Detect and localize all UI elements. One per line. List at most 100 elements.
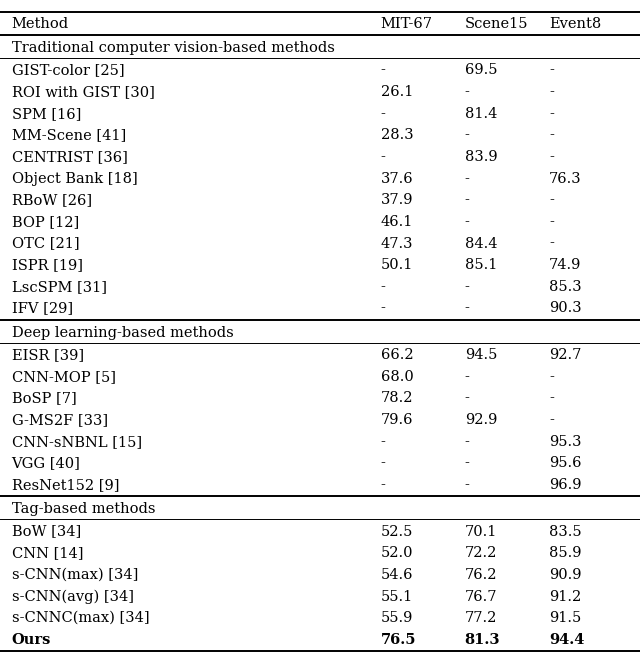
- Text: ISPR [19]: ISPR [19]: [12, 258, 83, 272]
- Text: 84.4: 84.4: [465, 236, 497, 250]
- Text: 83.9: 83.9: [465, 150, 497, 164]
- Text: RBoW [26]: RBoW [26]: [12, 193, 92, 207]
- Text: 91.2: 91.2: [549, 590, 581, 604]
- Text: EISR [39]: EISR [39]: [12, 348, 84, 362]
- Text: -: -: [549, 193, 554, 207]
- Text: 90.3: 90.3: [549, 301, 582, 316]
- Text: Object Bank [18]: Object Bank [18]: [12, 171, 137, 185]
- Text: 95.3: 95.3: [549, 435, 582, 449]
- Text: -: -: [465, 85, 470, 99]
- Text: -: -: [381, 280, 386, 294]
- Text: 81.4: 81.4: [465, 107, 497, 120]
- Text: 76.7: 76.7: [465, 590, 497, 604]
- Text: 85.1: 85.1: [465, 258, 497, 272]
- Text: CNN-MOP [5]: CNN-MOP [5]: [12, 370, 115, 384]
- Text: 68.0: 68.0: [381, 370, 413, 384]
- Text: -: -: [549, 413, 554, 427]
- Text: G-MS2F [33]: G-MS2F [33]: [12, 413, 108, 427]
- Text: Tag-based methods: Tag-based methods: [12, 502, 155, 516]
- Text: 83.5: 83.5: [549, 524, 582, 539]
- Text: -: -: [549, 107, 554, 120]
- Text: 76.3: 76.3: [549, 171, 582, 185]
- Text: 76.5: 76.5: [381, 633, 416, 647]
- Text: 66.2: 66.2: [381, 348, 413, 362]
- Text: -: -: [549, 236, 554, 250]
- Text: 55.1: 55.1: [381, 590, 413, 604]
- Text: -: -: [549, 85, 554, 99]
- Text: MIT-67: MIT-67: [381, 17, 433, 31]
- Text: 54.6: 54.6: [381, 568, 413, 582]
- Text: MM-Scene [41]: MM-Scene [41]: [12, 128, 126, 142]
- Text: 37.6: 37.6: [381, 171, 413, 185]
- Text: -: -: [465, 215, 470, 229]
- Text: IFV [29]: IFV [29]: [12, 301, 73, 316]
- Text: s-CNNC(max) [34]: s-CNNC(max) [34]: [12, 611, 149, 625]
- Text: 96.9: 96.9: [549, 478, 582, 492]
- Text: -: -: [549, 370, 554, 384]
- Text: -: -: [465, 370, 470, 384]
- Text: CENTRIST [36]: CENTRIST [36]: [12, 150, 127, 164]
- Text: s-CNN(max) [34]: s-CNN(max) [34]: [12, 568, 138, 582]
- Text: BoSP [7]: BoSP [7]: [12, 391, 76, 405]
- Text: -: -: [381, 478, 386, 492]
- Text: 37.9: 37.9: [381, 193, 413, 207]
- Text: -: -: [465, 391, 470, 405]
- Text: 74.9: 74.9: [549, 258, 582, 272]
- Text: -: -: [381, 64, 386, 77]
- Text: 55.9: 55.9: [381, 611, 413, 625]
- Text: s-CNN(avg) [34]: s-CNN(avg) [34]: [12, 589, 134, 604]
- Text: -: -: [381, 301, 386, 316]
- Text: BOP [12]: BOP [12]: [12, 215, 79, 229]
- Text: Method: Method: [12, 17, 68, 31]
- Text: -: -: [465, 301, 470, 316]
- Text: 94.4: 94.4: [549, 633, 584, 647]
- Text: Event8: Event8: [549, 17, 602, 31]
- Text: LscSPM [31]: LscSPM [31]: [12, 280, 106, 294]
- Text: 92.9: 92.9: [465, 413, 497, 427]
- Text: 76.2: 76.2: [465, 568, 497, 582]
- Text: 72.2: 72.2: [465, 546, 497, 560]
- Text: 50.1: 50.1: [381, 258, 413, 272]
- Text: 70.1: 70.1: [465, 524, 497, 539]
- Text: -: -: [549, 64, 554, 77]
- Text: 28.3: 28.3: [381, 128, 413, 142]
- Text: 52.5: 52.5: [381, 524, 413, 539]
- Text: 46.1: 46.1: [381, 215, 413, 229]
- Text: -: -: [549, 391, 554, 405]
- Text: -: -: [381, 435, 386, 449]
- Text: OTC [21]: OTC [21]: [12, 236, 79, 250]
- Text: BoW [34]: BoW [34]: [12, 524, 81, 539]
- Text: 26.1: 26.1: [381, 85, 413, 99]
- Text: Scene15: Scene15: [465, 17, 528, 31]
- Text: 92.7: 92.7: [549, 348, 582, 362]
- Text: SPM [16]: SPM [16]: [12, 107, 81, 120]
- Text: -: -: [465, 280, 470, 294]
- Text: VGG [40]: VGG [40]: [12, 456, 81, 470]
- Text: 91.5: 91.5: [549, 611, 581, 625]
- Text: CNN [14]: CNN [14]: [12, 546, 83, 560]
- Text: -: -: [465, 171, 470, 185]
- Text: ROI with GIST [30]: ROI with GIST [30]: [12, 85, 154, 99]
- Text: CNN-sNBNL [15]: CNN-sNBNL [15]: [12, 435, 141, 449]
- Text: -: -: [381, 456, 386, 470]
- Text: 94.5: 94.5: [465, 348, 497, 362]
- Text: -: -: [549, 215, 554, 229]
- Text: -: -: [465, 435, 470, 449]
- Text: 85.9: 85.9: [549, 546, 582, 560]
- Text: Traditional computer vision-based methods: Traditional computer vision-based method…: [12, 41, 334, 56]
- Text: 52.0: 52.0: [381, 546, 413, 560]
- Text: -: -: [465, 193, 470, 207]
- Text: -: -: [381, 150, 386, 164]
- Text: 69.5: 69.5: [465, 64, 497, 77]
- Text: ResNet152 [9]: ResNet152 [9]: [12, 478, 119, 492]
- Text: 79.6: 79.6: [381, 413, 413, 427]
- Text: -: -: [549, 128, 554, 142]
- Text: 90.9: 90.9: [549, 568, 582, 582]
- Text: -: -: [465, 456, 470, 470]
- Text: GIST-color [25]: GIST-color [25]: [12, 64, 124, 77]
- Text: 95.6: 95.6: [549, 456, 582, 470]
- Text: -: -: [465, 478, 470, 492]
- Text: 85.3: 85.3: [549, 280, 582, 294]
- Text: 78.2: 78.2: [381, 391, 413, 405]
- Text: 77.2: 77.2: [465, 611, 497, 625]
